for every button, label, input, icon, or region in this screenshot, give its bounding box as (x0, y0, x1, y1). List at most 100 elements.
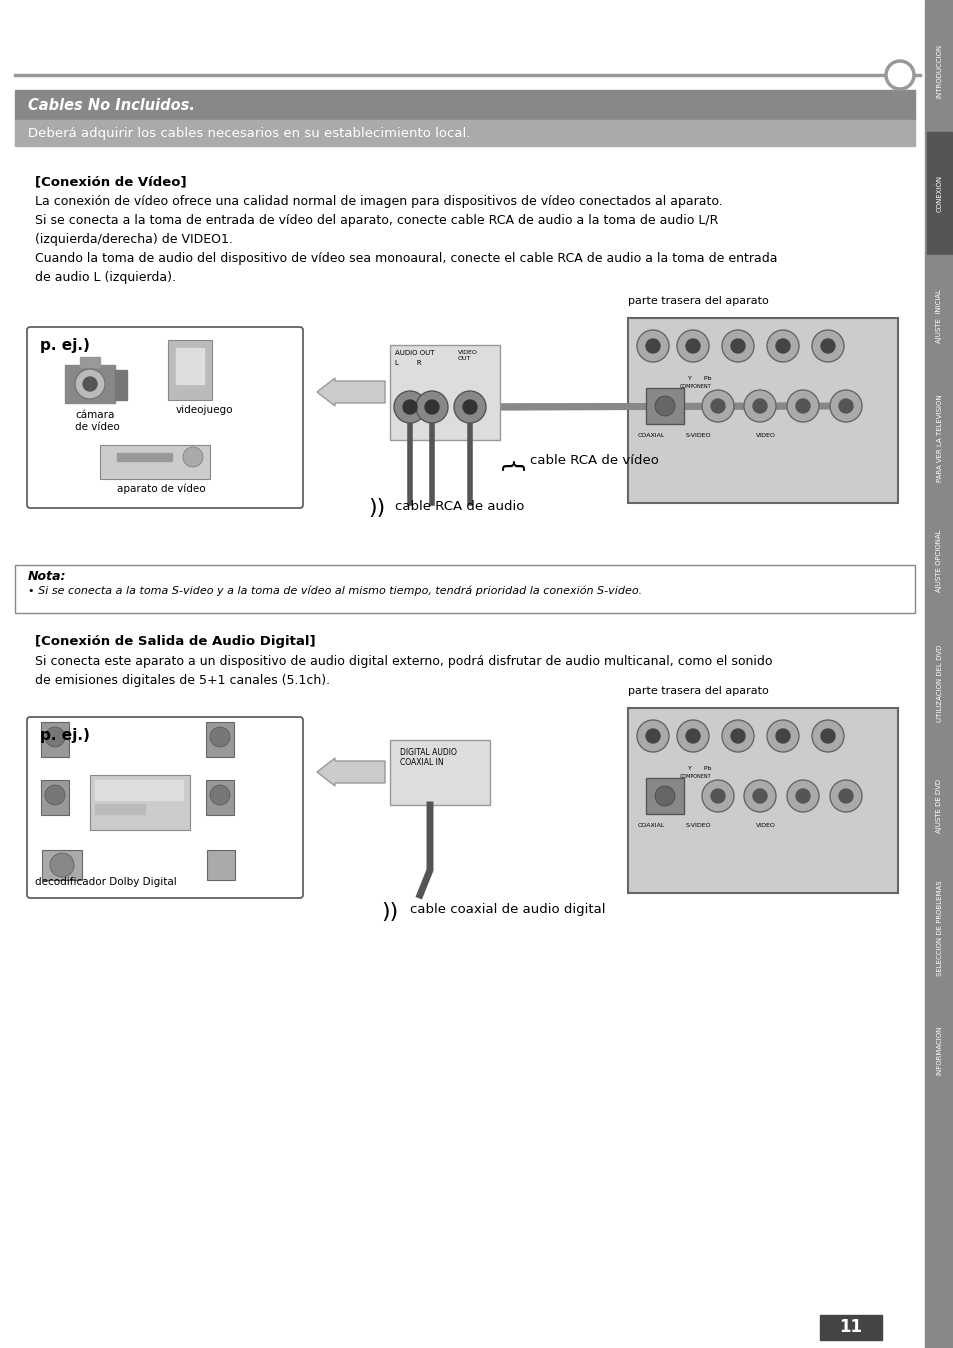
Text: SELECCIÓN DE PROBLEMAS: SELECCIÓN DE PROBLEMAS (935, 880, 942, 976)
Circle shape (645, 729, 659, 743)
Text: )): )) (368, 497, 385, 518)
FancyArrow shape (316, 377, 385, 406)
Circle shape (821, 729, 834, 743)
Bar (42, 851, 82, 880)
Text: VIDEO: VIDEO (755, 824, 775, 828)
Circle shape (701, 780, 733, 811)
Circle shape (795, 789, 809, 803)
Circle shape (821, 338, 834, 353)
Bar (100, 445, 210, 479)
Text: Si conecta este aparato a un dispositivo de audio digital externo, podrá disfrut: Si conecta este aparato a un dispositivo… (35, 655, 772, 669)
Bar (926, 132, 951, 255)
Text: de audio L (izquierda).: de audio L (izquierda). (35, 271, 175, 284)
Text: de emisiones digitales de 5+1 canales (5.1ch).: de emisiones digitales de 5+1 canales (5… (35, 674, 330, 687)
Bar (926, 255, 951, 377)
Text: )): )) (381, 902, 398, 922)
Text: 11: 11 (839, 1318, 862, 1336)
Text: aparato de vídeo: aparato de vídeo (117, 483, 206, 493)
Circle shape (721, 330, 753, 363)
Bar (15, 565, 914, 613)
Bar (926, 623, 951, 744)
Text: }: } (499, 454, 523, 470)
Circle shape (83, 377, 97, 391)
Text: Si se conecta a la toma de entrada de vídeo del aparato, conecte cable RCA de au: Si se conecta a la toma de entrada de ví… (35, 214, 718, 226)
Bar (65, 365, 115, 403)
Bar (80, 357, 100, 367)
Text: S-VIDEO: S-VIDEO (685, 824, 711, 828)
FancyBboxPatch shape (27, 717, 303, 898)
Circle shape (786, 390, 818, 422)
Circle shape (50, 853, 74, 878)
Circle shape (766, 720, 799, 752)
Circle shape (45, 727, 65, 747)
Text: PARA VER LA TELEVISIÓN: PARA VER LA TELEVISIÓN (935, 395, 942, 483)
Text: parte trasera del aparato: parte trasera del aparato (627, 297, 768, 306)
Text: AJUSTE  INICIAL: AJUSTE INICIAL (936, 288, 942, 342)
Circle shape (394, 391, 426, 423)
Circle shape (677, 330, 708, 363)
Text: Deberá adquirir los cables necesarios en su establecimiento local.: Deberá adquirir los cables necesarios en… (28, 128, 470, 140)
Bar (390, 345, 499, 439)
Text: COMPONENT: COMPONENT (679, 774, 711, 779)
Circle shape (402, 400, 416, 414)
Circle shape (730, 338, 744, 353)
Text: Y      Pb: Y Pb (687, 376, 711, 381)
Text: VIDEO
OUT: VIDEO OUT (457, 350, 477, 361)
Circle shape (45, 785, 65, 805)
Circle shape (210, 785, 230, 805)
Text: decodificador Dolby Digital: decodificador Dolby Digital (35, 878, 176, 887)
Text: COAXIAL: COAXIAL (638, 433, 664, 438)
Text: VIDEO: VIDEO (755, 433, 775, 438)
Circle shape (838, 789, 852, 803)
Circle shape (829, 780, 862, 811)
Text: CONEXIÓN: CONEXIÓN (935, 175, 942, 212)
Text: S-VIDEO: S-VIDEO (685, 433, 711, 438)
Bar (924, 0, 953, 1348)
Circle shape (637, 720, 668, 752)
Bar (926, 500, 951, 621)
Text: cámara
de vídeo: cámara de vídeo (75, 410, 120, 431)
Text: DIGITAL AUDIO
COAXIAL IN: DIGITAL AUDIO COAXIAL IN (399, 748, 456, 767)
Bar (645, 388, 683, 425)
Text: Cables No Incluidos.: Cables No Incluidos. (28, 98, 194, 113)
Circle shape (752, 789, 766, 803)
Text: AUDIO OUT: AUDIO OUT (395, 350, 434, 356)
Bar (390, 740, 490, 805)
Text: Y      Pb: Y Pb (687, 766, 711, 771)
Circle shape (743, 780, 775, 811)
Circle shape (885, 61, 913, 89)
Text: p. ej.): p. ej.) (40, 338, 90, 353)
Bar (926, 989, 951, 1112)
Text: INTRODUCCIÓN: INTRODUCCIÓN (935, 44, 942, 98)
Text: INFORMACIÓN: INFORMACIÓN (935, 1026, 942, 1076)
Circle shape (811, 330, 843, 363)
Text: ES: ES (869, 1332, 882, 1343)
Circle shape (721, 720, 753, 752)
Circle shape (786, 780, 818, 811)
Circle shape (210, 727, 230, 747)
Text: Nota:: Nota: (28, 570, 67, 582)
Text: (izquierda/derecha) de VIDEO1.: (izquierda/derecha) de VIDEO1. (35, 233, 233, 245)
Text: L        R: L R (395, 360, 421, 367)
Circle shape (183, 448, 203, 466)
Bar (168, 340, 212, 400)
Bar (627, 318, 897, 503)
Text: p. ej.): p. ej.) (40, 728, 90, 743)
Bar (115, 369, 127, 400)
Bar (926, 744, 951, 867)
Bar (95, 803, 145, 814)
Circle shape (775, 338, 789, 353)
Circle shape (75, 369, 105, 399)
Circle shape (775, 729, 789, 743)
Bar (926, 867, 951, 989)
Circle shape (677, 720, 708, 752)
Bar (926, 9, 951, 132)
Text: videojuego: videojuego (175, 404, 233, 415)
FancyBboxPatch shape (27, 328, 303, 508)
Circle shape (685, 338, 700, 353)
Text: Cuando la toma de audio del dispositivo de vídeo sea monoaural, conecte el cable: Cuando la toma de audio del dispositivo … (35, 252, 777, 266)
Bar (95, 780, 183, 799)
Bar (627, 708, 897, 892)
Text: AJUSTE OPCIONAL: AJUSTE OPCIONAL (936, 530, 942, 592)
Text: cable coaxial de audio digital: cable coaxial de audio digital (410, 903, 605, 917)
